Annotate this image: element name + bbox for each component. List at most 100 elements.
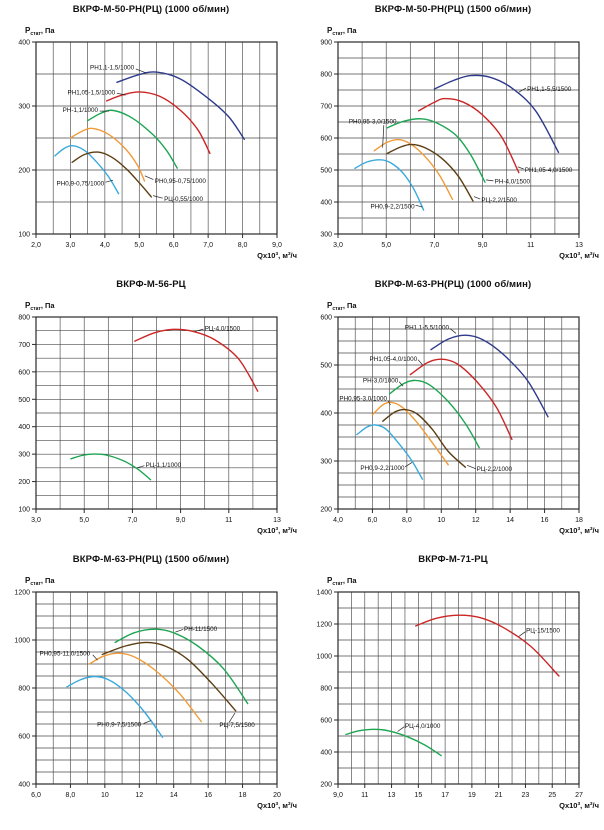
curve-label-leader-4 — [517, 166, 524, 170]
y-tick-label: 500 — [320, 363, 332, 370]
x-tick-label: 3,0 — [66, 242, 76, 249]
x-tick-label: 9,0 — [478, 242, 488, 249]
fan-curve-0 — [70, 453, 152, 481]
x-tick-label: 6,0 — [368, 517, 378, 524]
x-tick-label: 19 — [468, 792, 476, 799]
y-tick-label: 400 — [18, 40, 30, 47]
x-tick-label: 15 — [414, 792, 422, 799]
fan-curve-1 — [371, 401, 449, 466]
fan-curve-5 — [116, 71, 245, 140]
x-tick-label: 11 — [225, 517, 232, 524]
axis-ticks — [334, 591, 580, 788]
y-tick-label: 400 — [320, 411, 332, 418]
y-tick-label: 200 — [320, 782, 332, 789]
x-tick-label: 8,0 — [238, 242, 248, 249]
fan-curve-4 — [409, 358, 513, 441]
fan-curve-0 — [356, 424, 424, 480]
curve-label-1: РН0,95-3,0/1000 — [339, 396, 387, 403]
fan-curve-3 — [388, 379, 480, 449]
curve-label-4: РН1,05-4,0/1000 — [370, 356, 418, 363]
curve-labels: РН0,9-7,5/1500 РН0,95-11,0/1500 РЦ-7,5/150… — [39, 626, 255, 729]
curve-label-leader-5 — [518, 87, 527, 93]
x-tick-label: 4,0 — [100, 242, 110, 249]
curve-label-3: РН-1,1/1000 — [63, 107, 99, 114]
x-tick-label: 18 — [575, 517, 583, 524]
curve-label-1: РЦ-15/1500 — [526, 627, 560, 634]
y-tick-label: 200 — [18, 168, 30, 175]
x-tick-label: 9,0 — [272, 242, 282, 249]
curve-label-leader-0 — [105, 179, 114, 183]
x-tick-label: 20 — [273, 792, 281, 799]
x-tick-label: 5,0 — [381, 242, 391, 249]
curve-label-leader-1 — [518, 631, 526, 637]
y-tick-label: 600 — [320, 315, 332, 322]
curve-label-0: РН0,9-2,2/1000 — [360, 465, 405, 472]
curve-labels: РН0,9-2,2/1000 РН0,95-3,0/1000 РЦ-2,2/1000… — [339, 325, 512, 474]
curve-label-leader-5 — [135, 68, 146, 74]
curve-label-3: РН-3,0/1000 — [363, 377, 399, 384]
chart-canvas: 3,0 5,0 7,0 9,0 11 13 100 200 300 400 500 600 700 800… — [18, 301, 297, 535]
x-axis-label: Qx103, м3/ч — [257, 526, 297, 535]
fan-curve-1 — [88, 652, 202, 723]
curves — [345, 614, 560, 757]
curve-labels: РЦ-4,0/1000 РЦ-15/1500 — [397, 627, 560, 732]
y-tick-label: 600 — [320, 718, 332, 725]
fan-curve-0 — [345, 728, 442, 757]
y-tick-label: 300 — [18, 452, 30, 459]
x-tick-label: 7,0 — [430, 242, 440, 249]
x-tick-label: 13 — [388, 792, 396, 799]
axis-ticks — [334, 41, 580, 238]
axis-tick-labels: 3,0 5,0 7,0 9,0 11 13 100 200 300 400 500 600 700 800 — [18, 315, 281, 525]
axis-tick-labels: 2,0 3,0 4,0 5,0 6,0 7,0 8,0 9,0 100 200 300 400 — [18, 40, 282, 250]
curve-label-leader-0 — [415, 204, 423, 208]
curve-label-leader-1 — [382, 125, 385, 148]
curve-label-leader-1 — [387, 400, 391, 405]
curve-label-0: РН0,9-7,5/1500 — [97, 721, 142, 728]
y-tick-label: 300 — [18, 104, 30, 111]
fan-curve-4 — [418, 97, 520, 174]
curve-label-4: РН1,05-4,0/1500 — [525, 167, 573, 174]
x-axis-label: Qx103, м3/ч — [257, 251, 297, 260]
x-tick-label: 13 — [273, 517, 281, 524]
x-tick-label: 13 — [575, 242, 583, 249]
x-tick-label: 23 — [522, 792, 530, 799]
fan-curve-0 — [54, 144, 120, 195]
y-tick-label: 800 — [18, 315, 30, 322]
x-tick-label: 16 — [204, 792, 212, 799]
curve-label-4: РН1,05-1,5/1000 — [68, 90, 116, 97]
y-tick-label: 100 — [18, 507, 30, 514]
y-tick-label: 300 — [320, 232, 332, 239]
x-tick-label: 21 — [495, 792, 503, 799]
curves — [54, 71, 245, 198]
axis-ticks — [32, 316, 278, 513]
y-tick-label: 600 — [18, 369, 30, 376]
curve-label-1: РЦ-4,0/1500 — [205, 326, 241, 333]
curve-label-5: РН1,1-5,5/1000 — [405, 325, 450, 332]
chart-panel-vkrf-m-50-1500: ВКРФ-М-50-РН(РЦ) (1500 об/мин) 3,0 5,0 7,0… — [302, 0, 604, 277]
chart-title: ВКРФ-М-50-РН(РЦ) (1000 об/мин) — [72, 4, 230, 15]
x-tick-label: 5,0 — [79, 517, 89, 524]
x-tick-label: 7,0 — [203, 242, 213, 249]
curve-label-leader-0 — [404, 462, 413, 468]
x-tick-label: 6,0 — [169, 242, 179, 249]
fan-curve-2 — [101, 641, 237, 712]
chart-title: ВКРФ-М-63-РН(РЦ) (1000 об/мин) — [374, 279, 532, 290]
curve-label-2: РЦ-7,5/1500 — [219, 722, 255, 729]
fan-curve-2 — [69, 127, 146, 182]
x-tick-label: 14 — [506, 517, 514, 524]
y-tick-label: 100 — [18, 232, 30, 239]
y-tick-label: 800 — [18, 686, 30, 693]
x-tick-label: 6,0 — [31, 792, 41, 799]
curve-label-leader-0 — [136, 465, 145, 469]
x-tick-label: 3,0 — [31, 517, 41, 524]
curve-labels: РН0,9-0,75/1000 РЦ-0,55/1000 РН0,95-0,75/1… — [57, 65, 207, 203]
curve-label-leader-1 — [153, 195, 163, 199]
grid — [35, 316, 278, 510]
y-tick-label: 800 — [320, 72, 332, 79]
curve-label-3: РН-11/1500 — [184, 626, 218, 633]
x-tick-label: 12 — [472, 517, 480, 524]
x-tick-label: 8,0 — [66, 792, 76, 799]
chart-panel-vkrf-m-63-1500: ВКРФ-М-63-РН(РЦ) (1500 об/мин) 6,0 8,0 10 1… — [0, 550, 302, 830]
x-tick-label: 10 — [101, 792, 109, 799]
